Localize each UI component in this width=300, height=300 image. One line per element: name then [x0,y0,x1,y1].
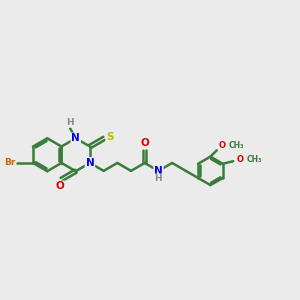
Text: O: O [140,138,149,148]
Text: O: O [219,141,226,150]
Text: O: O [56,182,64,191]
Text: CH₃: CH₃ [229,141,244,150]
Text: N: N [85,158,94,168]
Text: H: H [154,174,162,183]
Text: N: N [71,133,80,143]
Text: H: H [66,118,74,127]
Text: N: N [154,166,163,176]
Text: S: S [106,132,114,142]
Text: CH₃: CH₃ [247,155,262,164]
Text: Br: Br [4,158,15,167]
Text: O: O [236,155,243,164]
